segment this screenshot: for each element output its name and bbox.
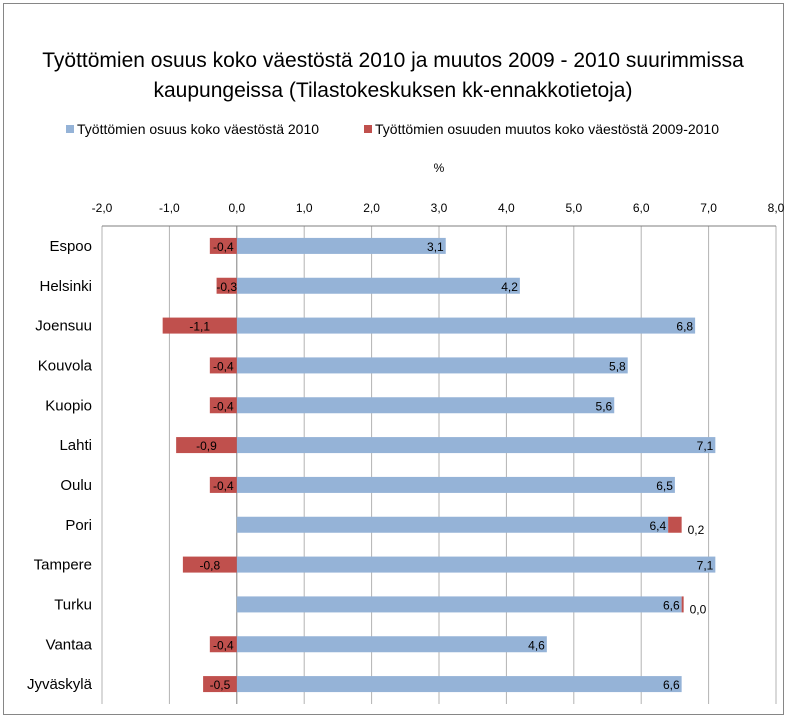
- data-label-series-2: -0,4: [213, 399, 234, 413]
- bar-series-1: [236, 397, 615, 414]
- x-tick-label: 4,0: [498, 201, 515, 215]
- data-label-series-1: 4,2: [501, 280, 518, 294]
- x-tick-label: -1,0: [159, 201, 180, 215]
- bar-series-1: [236, 317, 696, 334]
- x-tick-labels: -2,0 -1,0 0,0 1,0 2,0 3,0 4,0 5,0 6,0 7,0 8,0: [92, 201, 785, 215]
- data-label-series-1: 6,8: [676, 320, 693, 334]
- data-label-series-1: 6,6: [663, 598, 680, 612]
- bar-series-2: [216, 277, 237, 294]
- data-label-series-2: -1,1: [189, 320, 210, 334]
- bar-series-1: [236, 437, 716, 454]
- data-label-series-1: 7,1: [697, 439, 714, 453]
- bar-series-1: [236, 596, 682, 613]
- grid-layer: [101, 225, 777, 704]
- x-tick-label: 2,0: [363, 201, 380, 215]
- data-label-series-2: -0,9: [196, 439, 217, 453]
- category-label: Oulu: [60, 477, 92, 494]
- x-tick-label: 7,0: [700, 201, 717, 215]
- data-label-series-2: 0,2: [688, 523, 705, 537]
- bar-series-1: [236, 516, 669, 533]
- category-label: Turku: [54, 596, 92, 613]
- data-label-series-1: 5,6: [596, 399, 613, 413]
- data-label-series-2: -0,4: [213, 240, 234, 254]
- data-label-series-2: 0,0: [690, 602, 707, 616]
- data-label-series-2: -0,4: [213, 359, 234, 373]
- chart-title-line-1: Työttömien osuus koko väestöstä 2010 ja …: [42, 49, 744, 72]
- chart-svg: Työttömien osuus koko väestöstä 2010 ja …: [27, 49, 785, 704]
- data-label-series-1: 3,1: [427, 240, 444, 254]
- bar-series-2: [209, 237, 237, 254]
- x-tick-label: -2,0: [92, 201, 113, 215]
- bar-series-2: [209, 636, 237, 653]
- bar-series-2: [203, 676, 237, 693]
- data-labels: 3,1 -0,4 4,2 -0,3 6,8 -1,1 5,8 -0,4 5,6 -0,4 7,1 -0…: [189, 240, 713, 692]
- category-label: Kuopio: [45, 397, 92, 414]
- category-label: Kouvola: [38, 357, 93, 374]
- bar-series-1: [236, 556, 716, 573]
- bar-series-2: [209, 397, 237, 414]
- bar-series-1: [236, 676, 682, 693]
- legend-label-series-2: Työttömien osuuden muutos koko väestöstä…: [375, 121, 719, 137]
- bar-series-2: [668, 516, 682, 533]
- category-label: Jyväskylä: [27, 676, 93, 693]
- x-tick-label: 6,0: [633, 201, 650, 215]
- category-label: Lahti: [59, 437, 92, 454]
- legend-swatch-series-2: [364, 125, 372, 133]
- data-label-series-2: -0,4: [213, 638, 234, 652]
- category-labels: Espoo Helsinki Joensuu Kouvola Kuopio Lahti Ou…: [27, 238, 93, 693]
- category-label: Vantaa: [46, 636, 93, 653]
- category-label: Tampere: [34, 557, 92, 574]
- category-label: Helsinki: [39, 278, 92, 295]
- data-label-series-2: -0,8: [199, 559, 220, 573]
- data-label-series-1: 6,5: [656, 479, 673, 493]
- data-label-series-1: 5,8: [609, 359, 626, 373]
- data-label-series-1: 6,6: [663, 678, 680, 692]
- data-label-series-2: -0,5: [210, 678, 231, 692]
- bar-series-1: [236, 237, 446, 254]
- data-label-series-1: 4,6: [528, 638, 545, 652]
- data-label-series-2: -0,4: [213, 479, 234, 493]
- category-label: Espoo: [49, 238, 92, 255]
- bar-series-1: [236, 476, 675, 493]
- legend: Työttömien osuus koko väestöstä 2010 Työ…: [66, 121, 719, 137]
- x-tick-label: 5,0: [565, 201, 582, 215]
- bar-series-1: [236, 636, 547, 653]
- chart-frame: Työttömien osuus koko väestöstä 2010 ja …: [3, 3, 785, 715]
- legend-label-series-1: Työttömien osuus koko väestöstä 2010: [77, 121, 319, 137]
- x-tick-label: 8,0: [768, 201, 785, 215]
- bar-series-2: [209, 357, 237, 374]
- x-tick-label: 1,0: [296, 201, 313, 215]
- bar-series-1: [236, 357, 628, 374]
- x-tick-label: 0,0: [228, 201, 245, 215]
- category-label: Joensuu: [35, 318, 92, 335]
- legend-swatch-series-1: [66, 125, 74, 133]
- category-label: Pori: [65, 517, 92, 534]
- data-label-series-1: 7,1: [697, 559, 714, 573]
- x-tick-label: 3,0: [431, 201, 448, 215]
- axis-unit-label: %: [434, 161, 445, 175]
- chart-title-line-2: kaupungeissa (Tilastokeskuksen kk-ennakk…: [154, 79, 633, 102]
- bar-series-2: [182, 556, 237, 573]
- bar-series-1: [236, 277, 520, 294]
- bar-series-2: [176, 437, 237, 454]
- bar-series-2: [162, 317, 237, 334]
- bar-series-2: [209, 476, 237, 493]
- data-label-series-2: -0,3: [216, 280, 237, 294]
- data-label-series-1: 6,4: [649, 519, 666, 533]
- bars: [162, 237, 716, 693]
- bar-series-2: [681, 596, 684, 613]
